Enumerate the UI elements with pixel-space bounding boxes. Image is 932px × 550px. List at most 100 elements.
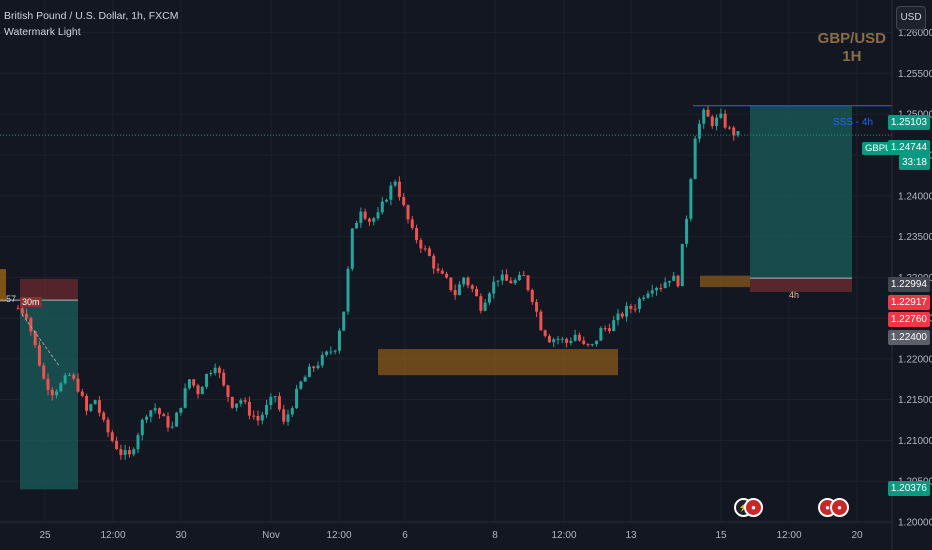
price-label-4: 1.22400 — [887, 330, 930, 345]
candle-body — [295, 388, 299, 409]
candle-body — [25, 313, 29, 319]
price-label-current: 1.24744 — [887, 140, 930, 155]
time-tick-label: 13 — [625, 530, 637, 541]
candle-body — [402, 197, 406, 206]
candle-body — [115, 440, 119, 450]
candle-body — [723, 113, 727, 128]
candle-body — [505, 274, 509, 281]
candle-body — [522, 274, 526, 276]
candle-body — [440, 270, 444, 274]
price-tick-label: 1.23500 — [898, 232, 932, 243]
candle-body — [106, 419, 110, 433]
candle-body — [85, 395, 89, 411]
candle-body — [213, 367, 217, 373]
candle-body — [346, 268, 350, 312]
candle-body — [97, 400, 101, 413]
candle-body — [406, 205, 410, 220]
candle-body — [367, 218, 371, 222]
candle-body — [620, 313, 624, 317]
candle-body — [29, 318, 33, 332]
candle-body — [736, 130, 740, 136]
candle-body — [312, 366, 316, 369]
candle-body — [526, 275, 530, 291]
candle-body — [423, 248, 427, 250]
candle-body — [230, 396, 234, 408]
candle-body — [260, 414, 264, 421]
candle-body — [616, 313, 620, 321]
candle-body — [685, 218, 689, 244]
candle-body — [380, 201, 384, 213]
candle-body — [179, 407, 183, 413]
candle-body — [547, 335, 551, 343]
candle-body — [663, 282, 667, 289]
currency-button[interactable]: USD — [896, 6, 926, 30]
uk-flag-event-icon[interactable]: ● — [744, 498, 763, 517]
symbol-title[interactable]: British Pound / U.S. Dollar, 1h, FXCM — [4, 10, 179, 22]
long-target-zone — [750, 106, 852, 279]
candle-body — [93, 400, 97, 405]
candle-body — [432, 255, 436, 269]
candle-body — [256, 415, 260, 421]
candle-body — [680, 243, 684, 287]
candle-body — [50, 389, 54, 396]
candle-body — [595, 340, 599, 345]
tf-30m-tag: 30m — [20, 297, 42, 307]
price-tick-label: 1.24000 — [898, 191, 932, 202]
candle-body — [633, 308, 637, 310]
candle-body — [269, 396, 273, 406]
candle-body — [397, 181, 401, 198]
candle-body — [372, 218, 376, 222]
candle-body — [307, 366, 311, 377]
candle-body — [612, 320, 616, 331]
time-tick-label: 20 — [851, 530, 863, 541]
candle-body — [710, 116, 714, 126]
long-stop-zone — [750, 278, 852, 292]
candle-body — [586, 343, 590, 345]
tf-4h-tag: 4h — [789, 290, 800, 300]
candle-body — [419, 240, 423, 249]
candle-body — [642, 297, 646, 299]
candle-body — [393, 181, 397, 186]
candle-body — [316, 365, 320, 369]
candle-body — [157, 408, 161, 415]
candle-body — [436, 268, 440, 271]
candle-body — [192, 379, 196, 386]
candle-body — [646, 293, 650, 298]
watermark-timeframe: 1H — [842, 48, 862, 65]
candle-body — [235, 403, 239, 408]
time-tick-label: 25 — [39, 530, 51, 541]
price-axis: 1.260001.255001.250001.245001.240001.235… — [891, 0, 932, 550]
candle-body — [513, 280, 517, 284]
left-cut-label: 57 — [6, 294, 17, 304]
candle-body — [479, 296, 483, 311]
price-label-1: 1.22994 — [887, 277, 930, 292]
candle-body — [140, 419, 144, 436]
price-tick-label: 1.21500 — [898, 395, 932, 406]
candle-body — [659, 287, 663, 289]
candle-body — [102, 412, 106, 420]
candle-body — [539, 311, 543, 331]
candle-body — [625, 305, 629, 317]
us-flag-event-icon[interactable]: ● — [830, 498, 849, 517]
candle-body — [243, 400, 247, 402]
demand-zone — [378, 349, 618, 376]
countdown-label: 33:18 — [898, 155, 930, 170]
indicator-name[interactable]: Watermark Light — [4, 26, 81, 38]
candle-body — [76, 378, 80, 392]
price-label-3: 1.22760 — [887, 312, 930, 327]
candle-body — [200, 386, 204, 395]
candle-body — [265, 405, 269, 415]
price-tick-label: 1.25500 — [898, 69, 932, 80]
candle-body — [650, 290, 654, 294]
candle-body — [715, 117, 719, 126]
candle-body — [350, 228, 354, 269]
candle-body — [325, 351, 329, 355]
candle-body — [320, 354, 324, 366]
candle-body — [286, 414, 290, 422]
candle-body — [136, 435, 140, 450]
candle-body — [247, 401, 251, 416]
candle-body — [582, 340, 586, 344]
candle-body — [59, 383, 63, 392]
projection-dashed-line — [21, 313, 61, 368]
